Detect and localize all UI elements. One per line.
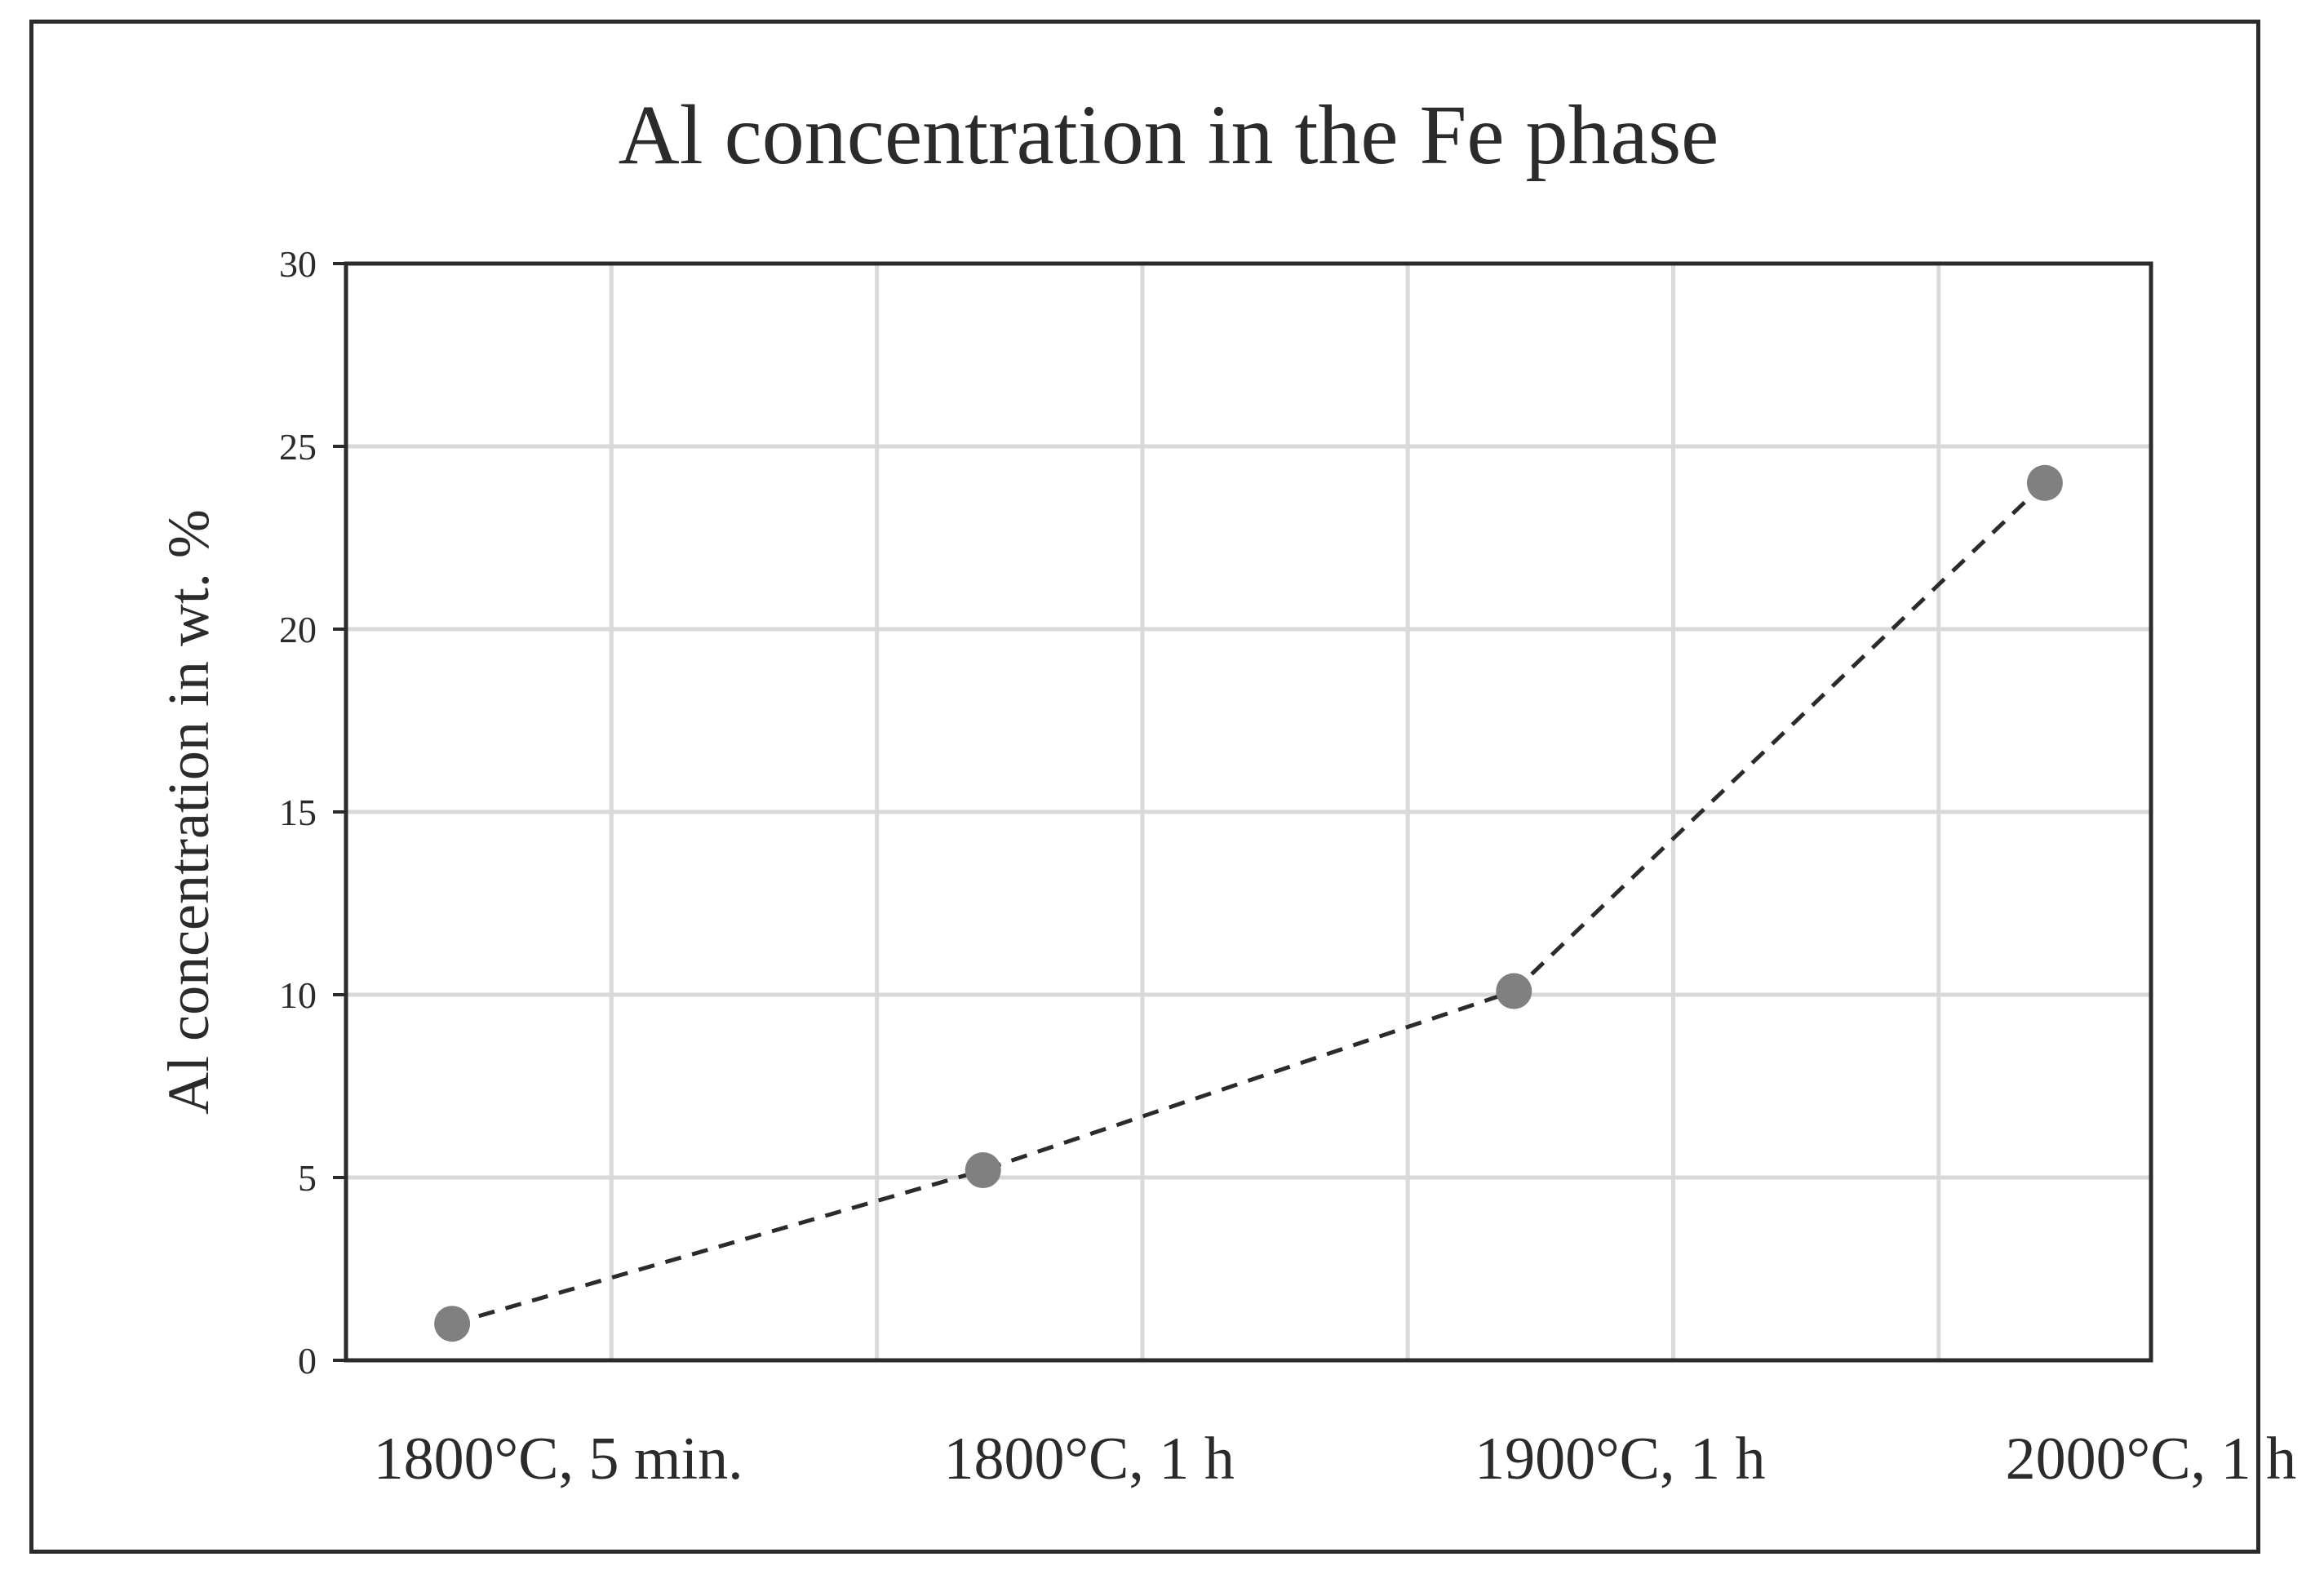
grid bbox=[346, 261, 2151, 1360]
y-axis-label: Al concentration in wt. % bbox=[156, 509, 221, 1115]
x-tick-label: 1800°C, 1 h bbox=[943, 1426, 1234, 1493]
data-point bbox=[2026, 464, 2063, 501]
data-point bbox=[434, 1306, 471, 1342]
data-series bbox=[434, 464, 2063, 1342]
axes bbox=[333, 261, 2153, 1363]
x-tick-label: 2000°C, 1 h bbox=[2006, 1426, 2296, 1493]
y-tick-label: 5 bbox=[298, 1157, 317, 1199]
x-tick-label: 1800°C, 5 min. bbox=[374, 1426, 743, 1493]
y-tick-label: 15 bbox=[279, 792, 317, 833]
series-line bbox=[451, 481, 2047, 1326]
data-point bbox=[1496, 973, 1532, 1009]
plot-border bbox=[344, 261, 2153, 1363]
y-tick-label: 30 bbox=[279, 243, 317, 285]
y-tick-label: 10 bbox=[279, 974, 317, 1016]
y-tick-label: 20 bbox=[279, 609, 317, 650]
x-tick-label: 1900°C, 1 h bbox=[1475, 1426, 1765, 1493]
y-tick-labels: 0 5 10 15 20 25 30 bbox=[279, 243, 317, 1382]
x-tick-labels: 1800°C, 5 min. 1800°C, 1 h 1900°C, 1 h 2000… bbox=[374, 1426, 2297, 1493]
y-tick-label: 25 bbox=[279, 426, 317, 468]
data-point bbox=[965, 1152, 1001, 1189]
chart-title: Al concentration in the Fe phase bbox=[619, 88, 1719, 182]
chart-frame bbox=[29, 20, 2260, 1554]
y-tick-label: 0 bbox=[298, 1340, 317, 1382]
